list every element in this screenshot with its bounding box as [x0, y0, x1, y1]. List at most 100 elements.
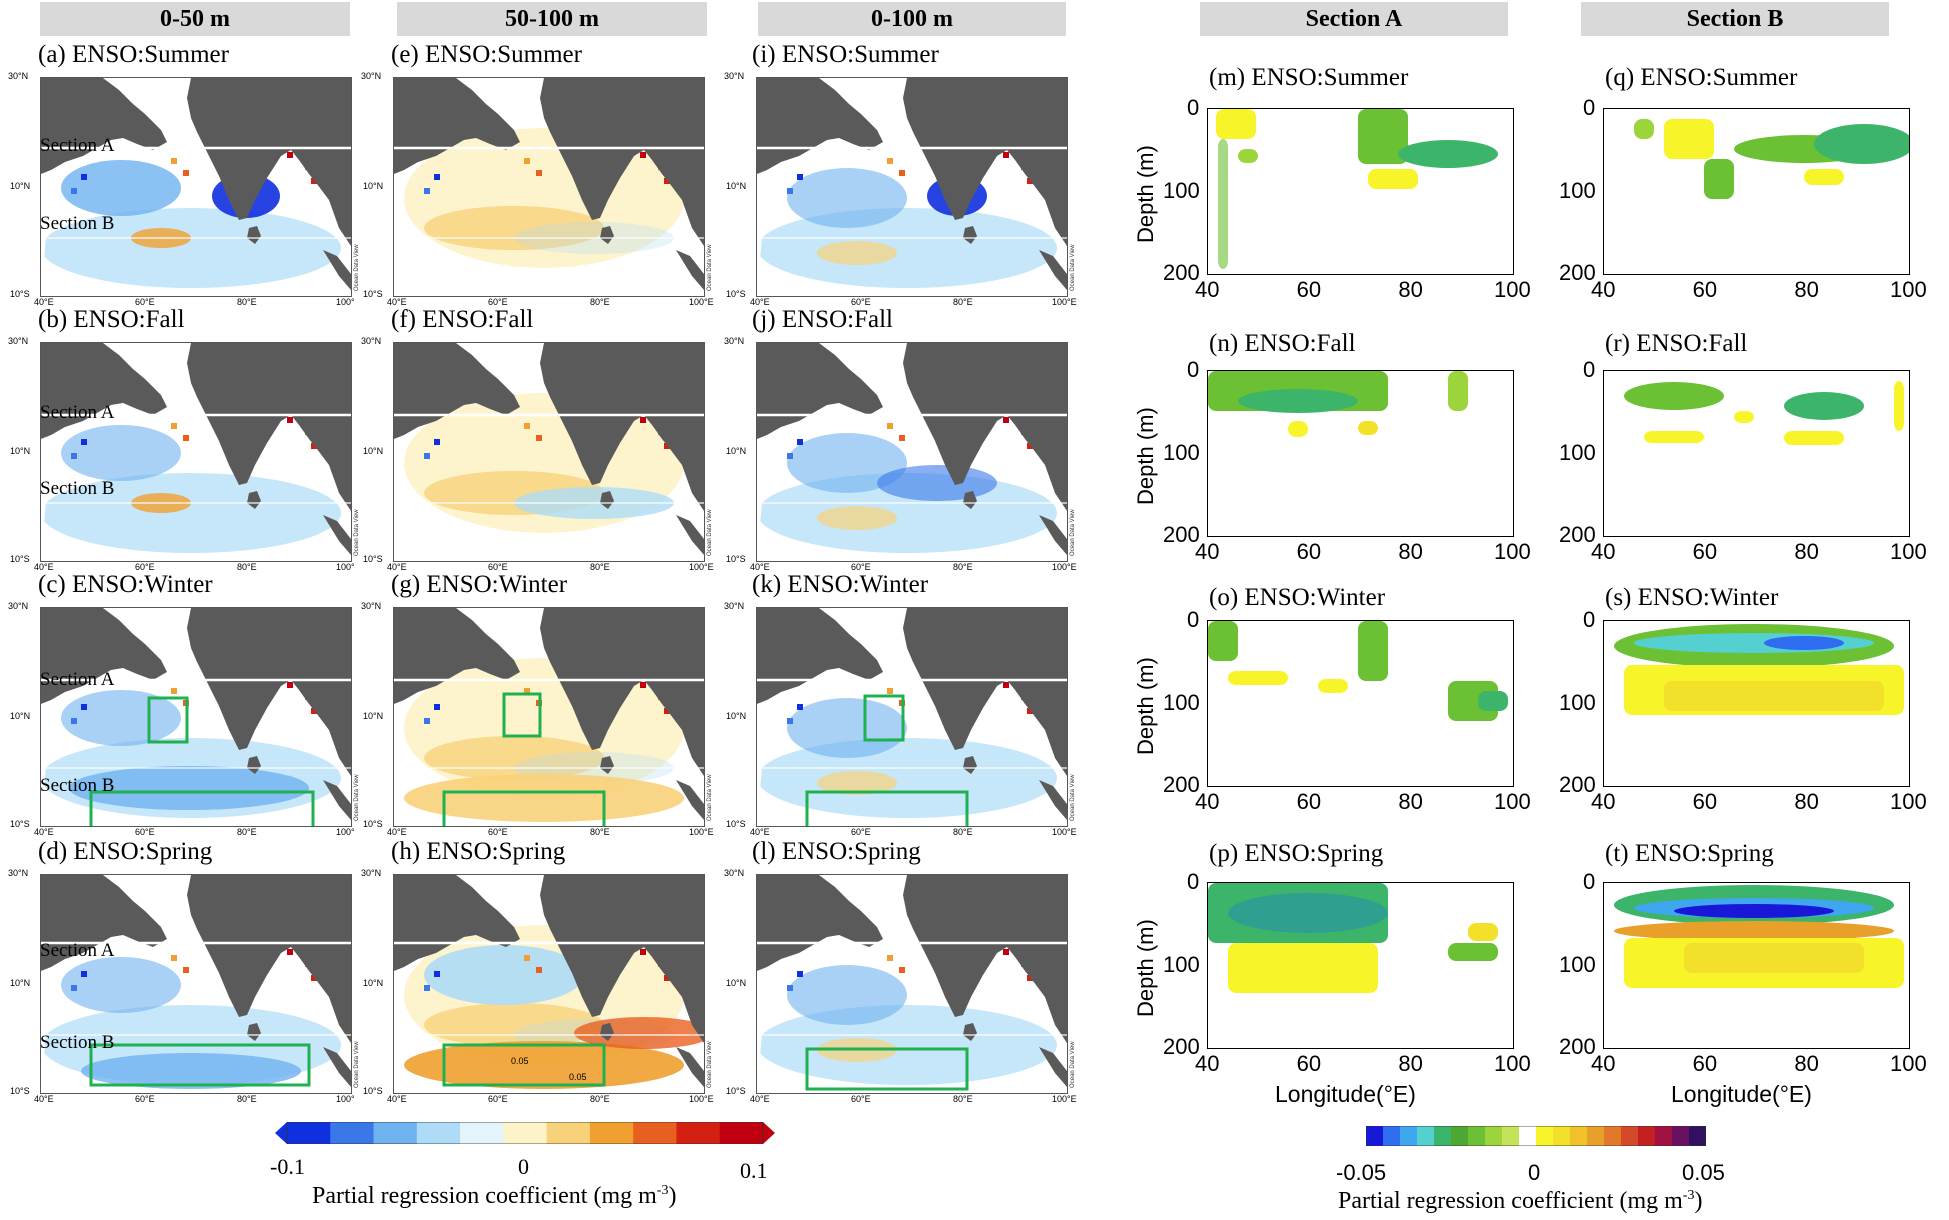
depth-tick-label: 100: [1163, 689, 1200, 715]
tint-yellow: [817, 241, 897, 265]
colorbar-right-title-close: ): [1694, 1188, 1703, 1214]
section-b-label: Section B: [40, 213, 115, 234]
land-sumatra: [1039, 780, 1067, 820]
land-india-asia: [903, 875, 1067, 1043]
section-fill: [1684, 943, 1864, 973]
coastal-pixel: [899, 170, 905, 176]
section-fill: [1216, 109, 1256, 139]
depth-tick-label: 200: [1559, 1034, 1596, 1059]
lat-label-10n: 10°N: [726, 711, 747, 721]
coastal-pixel: [311, 975, 317, 981]
colorbar-right-segment: [1519, 1126, 1537, 1146]
lon-label: 80°E: [590, 297, 610, 307]
tint-arabian: [787, 698, 907, 758]
lat-label-10s: 10°S: [363, 819, 383, 829]
coast-africa: [757, 967, 771, 1093]
depth-tick-label: 200: [1163, 772, 1200, 797]
map-panel: (h) ENSO:Spring 30°N 10°N 10°S 40°E 60°E 80°E 1…: [361, 838, 733, 1112]
tint-yellow2: [424, 736, 604, 780]
depth-tick-label: 200: [1163, 1034, 1200, 1059]
longitude-tick-label: 100: [1890, 277, 1927, 302]
coastal-pixel: [1027, 178, 1033, 184]
longitude-tick-label: 40: [1195, 1051, 1220, 1076]
map-panel-title: (i) ENSO:Summer: [752, 41, 939, 68]
section-fill: [1894, 381, 1904, 431]
lon-label: 80°E: [953, 1094, 973, 1104]
land-india-asia: [903, 78, 1067, 246]
lon-label: 100°E: [1052, 827, 1077, 837]
section-fill: [1804, 169, 1844, 185]
section-a-label: Section A: [40, 940, 115, 961]
land-india-asia: [540, 78, 704, 246]
lat-label-30n: 30°N: [361, 336, 382, 346]
coastal-pixel: [81, 174, 87, 180]
section-plot-area: [1603, 108, 1910, 275]
lat-label-10s: 10°S: [363, 554, 383, 564]
section-svg: [1614, 624, 1904, 715]
odv-watermark: Ocean Data View: [354, 774, 360, 821]
colorbar-left-segment: [633, 1122, 677, 1144]
tint-south: [41, 208, 341, 288]
land-india-asia: [187, 343, 351, 511]
land-sri-lanka: [247, 756, 261, 774]
land-arabia: [757, 343, 883, 439]
map-area: [40, 607, 352, 827]
tint-yellow2: [424, 206, 604, 250]
depth-tick-label: 100: [1559, 439, 1596, 465]
map-area: [756, 77, 1068, 297]
depth-tick-label: 200: [1163, 522, 1200, 547]
green-box-small: [502, 692, 542, 738]
coastal-pixel: [287, 682, 293, 688]
lon-label: 60°E: [851, 562, 871, 572]
odv-watermark: Ocean Data View: [707, 774, 713, 821]
section-b-label: Section B: [40, 1032, 115, 1053]
coastal-pixel: [424, 453, 430, 459]
land-sri-lanka: [963, 226, 977, 244]
coastal-pixel: [171, 423, 177, 429]
lon-label: 60°E: [135, 562, 155, 572]
colorbar-right-segment: [1655, 1126, 1673, 1146]
land-india-asia: [540, 608, 704, 776]
coastal-pixel: [524, 423, 530, 429]
map-panel: (f) ENSO:Fall 30°N 10°N 10°S 40°E 60°E 80°E 100…: [361, 306, 733, 580]
coastal-pixel: [71, 188, 77, 194]
coastal-pixel: [524, 158, 530, 164]
longitude-tick-label: 80: [1794, 539, 1819, 564]
depth-tick-label: 0: [1583, 357, 1596, 382]
colorbar-right-min: -0.05: [1336, 1160, 1387, 1185]
coastal-pixel: [899, 967, 905, 973]
colorbar-right-segment: [1536, 1126, 1554, 1146]
coastal-pixel: [81, 439, 87, 445]
coastal-pixel: [171, 158, 177, 164]
section-fill: [1674, 904, 1834, 918]
coastal-pixel: [71, 453, 77, 459]
depth-tick-label: 100: [1559, 177, 1596, 203]
coast-africa: [41, 967, 55, 1093]
section-svg: [1634, 119, 1909, 199]
lat-label-10n: 10°N: [363, 711, 384, 721]
coastal-pixel: [640, 682, 646, 688]
land-sri-lanka: [963, 491, 977, 509]
land-sumatra: [1039, 515, 1067, 555]
colorbar-left-segment: [546, 1122, 591, 1144]
land-arabia: [757, 875, 883, 971]
longitude-tick-label: 40: [1195, 277, 1220, 302]
map-panel-title: (f) ENSO:Fall: [391, 306, 534, 333]
map-panel: (c) ENSO:Winter 30°N 10°N 10°S 40°E 60°E 80°E 1…: [8, 571, 380, 845]
lat-label-10s: 10°S: [363, 289, 383, 299]
depth-tick-label: 100: [1163, 951, 1200, 977]
section-fill: [1634, 119, 1654, 139]
coastal-pixel: [640, 949, 646, 955]
tint-arabian: [61, 957, 181, 1013]
tint-south: [757, 208, 1057, 288]
coastal-pixel: [71, 985, 77, 991]
coastal-pixel: [434, 704, 440, 710]
map-panel-title: (b) ENSO:Fall: [38, 306, 185, 333]
odv-watermark: Ocean Data View: [354, 244, 360, 291]
lat-label-30n: 30°N: [724, 336, 745, 346]
section-fill: [1784, 392, 1864, 420]
section-fill: [1398, 140, 1498, 168]
section-a-label: Section A: [40, 135, 115, 156]
section-svg: [1614, 885, 1904, 988]
